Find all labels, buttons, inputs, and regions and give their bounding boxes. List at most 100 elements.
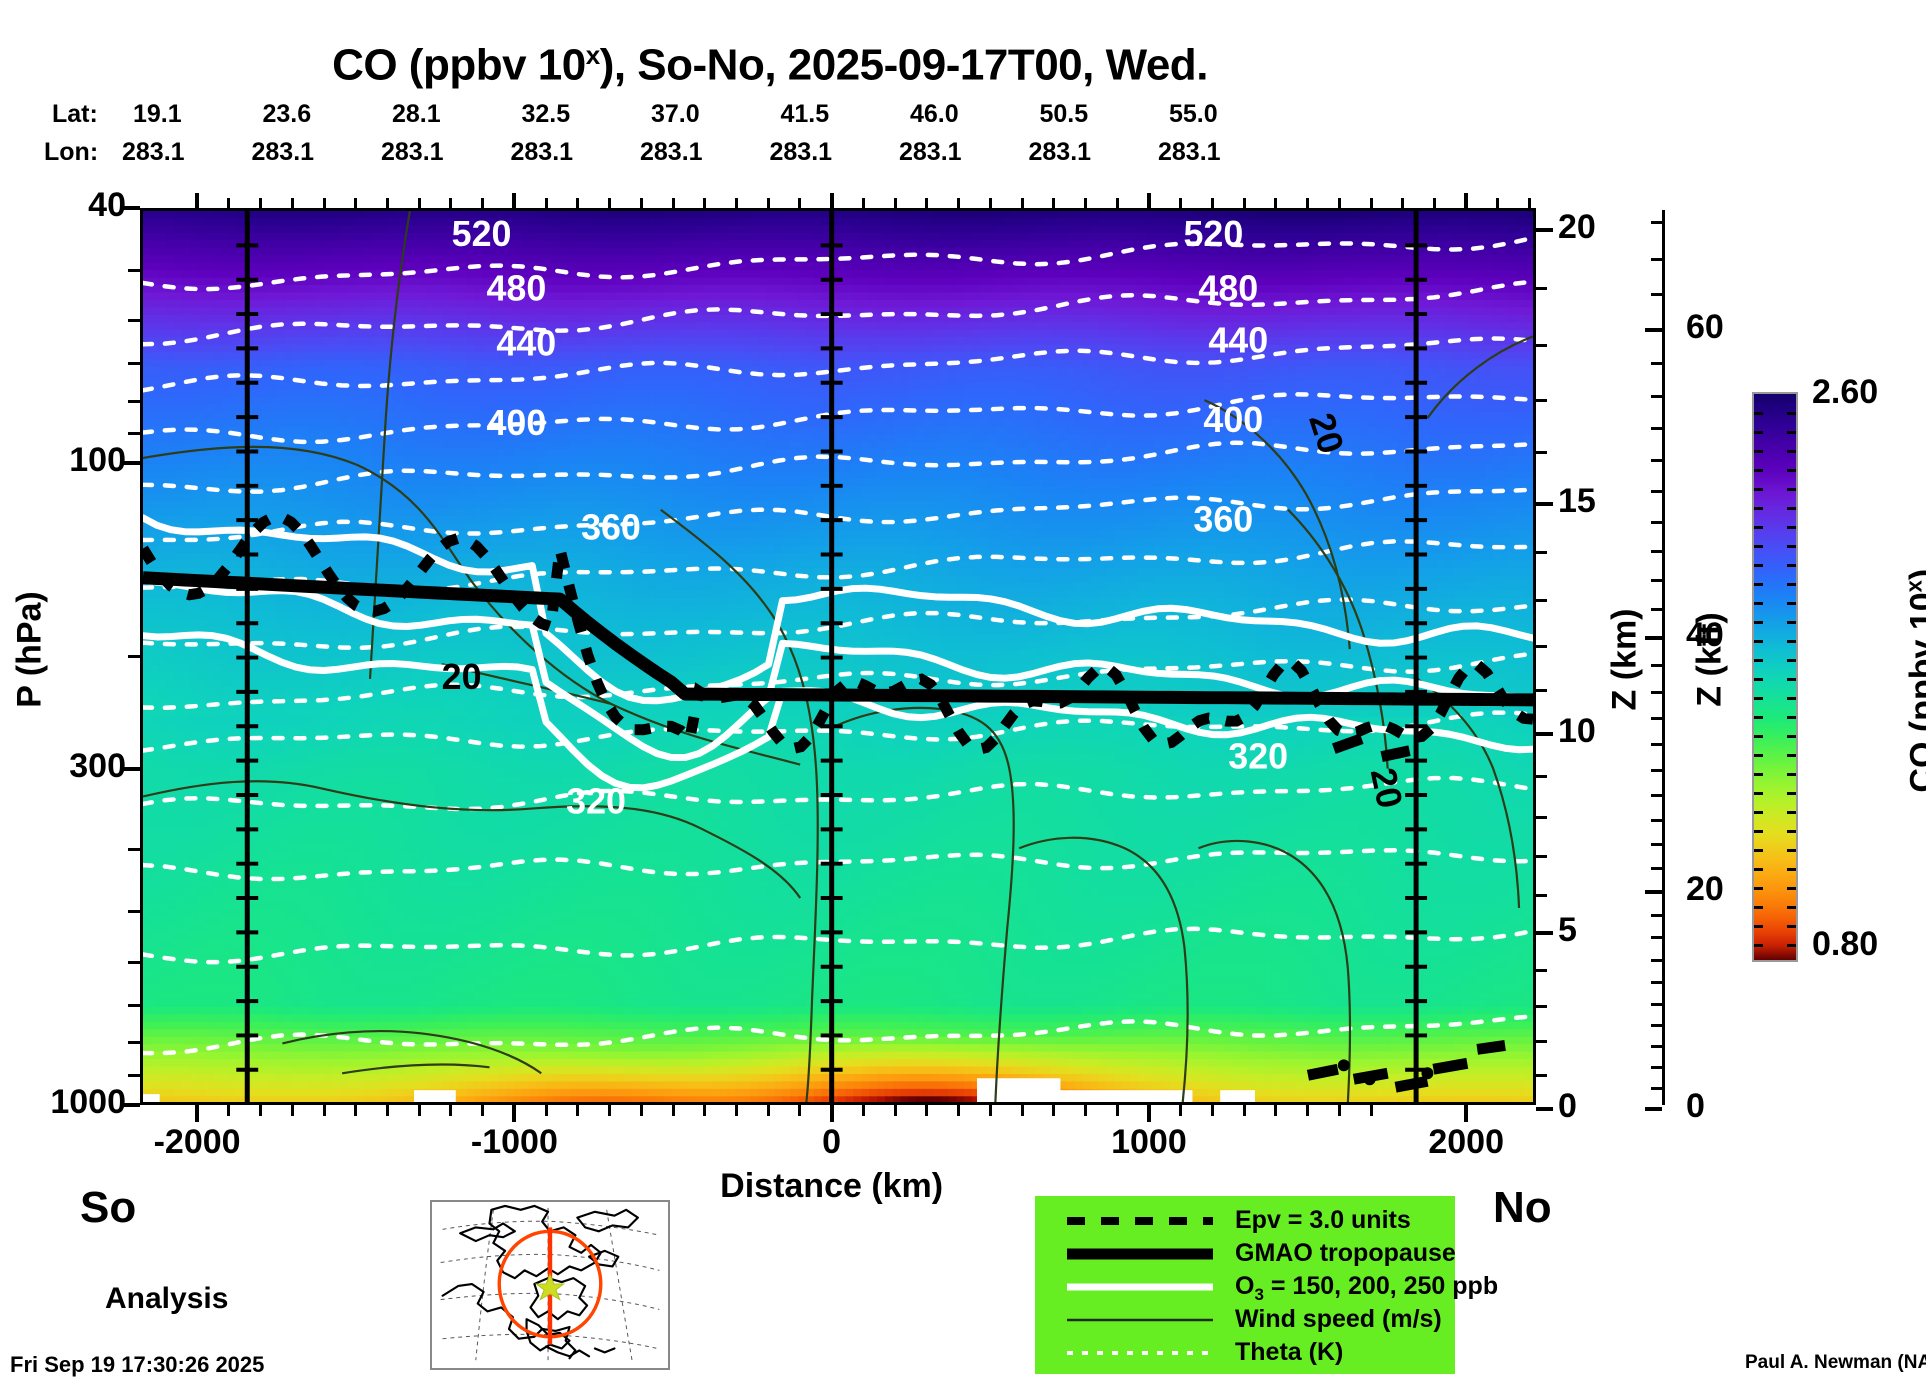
epv-dot-1 [1364, 1073, 1376, 1085]
x-top-tick [1401, 198, 1404, 208]
colorbar-min-label: 0.80 [1812, 925, 1878, 964]
y-right1-minor-tick [1536, 969, 1547, 972]
y-right1-major-tick [1536, 732, 1553, 736]
y-left-tick-100: 100 [0, 441, 126, 480]
x-top-tick [227, 198, 230, 208]
x-top-tick [323, 198, 326, 208]
colorbar-tick [1787, 716, 1796, 719]
y-right1-minor-tick [1536, 1005, 1547, 1008]
colorbar-tick [1754, 716, 1763, 719]
epv-dot-0 [1338, 1059, 1350, 1071]
x-top-tick [862, 198, 865, 208]
lat-value-3: 32.5 [522, 100, 571, 129]
x-minor-tick [323, 1105, 326, 1116]
analysis-label: Analysis [105, 1282, 228, 1316]
x-top-tick [1084, 198, 1087, 208]
y-right2-minor-tick [1651, 867, 1662, 870]
y-left-minor-tick [128, 961, 140, 964]
y-right2-minor-tick [1651, 936, 1662, 939]
y-left-minor-tick [128, 910, 140, 913]
theta-label-left-400: 400 [486, 403, 546, 443]
y-right1-minor-tick [1536, 399, 1547, 402]
colorbar-tick [1787, 469, 1796, 472]
x-minor-tick [735, 1105, 738, 1116]
theta-label-left-360: 360 [581, 508, 641, 548]
colorbar-tick [1787, 697, 1796, 700]
x-top-tick [1021, 198, 1024, 208]
page-title: CO (ppbv 10x), So-No, 2025-09-17T00, Wed… [0, 40, 1540, 91]
colorbar-tick [1754, 488, 1763, 491]
colorbar-tick [1754, 887, 1763, 890]
y-right1-minor-tick [1536, 1074, 1547, 1077]
colorbar-tick [1754, 678, 1763, 681]
title-rest: ), So-No, 2025-09-17T00, Wed. [600, 41, 1208, 90]
x-major-tick [1464, 1105, 1468, 1122]
terrain-mask [977, 1078, 1060, 1092]
colorbar [1752, 392, 1798, 962]
epv-fragment-4 [1477, 1045, 1505, 1049]
theta-label-right-360: 360 [1193, 500, 1253, 540]
colorbar-tick [1754, 412, 1763, 415]
lon-value-1: 283.1 [252, 138, 315, 167]
y-right2-minor-tick [1651, 550, 1662, 553]
colorbar-tick [1787, 906, 1796, 909]
x-top-tick [1464, 193, 1468, 208]
lon-value-6: 283.1 [899, 138, 962, 167]
y-left-major-tick [123, 206, 140, 210]
x-minor-tick [1338, 1105, 1341, 1116]
colorbar-tick [1754, 925, 1763, 928]
y-right1-minor-tick [1536, 855, 1547, 858]
y-right2-tick-0: 0 [1686, 1087, 1756, 1126]
title-superscript: x [586, 40, 600, 70]
x-top-tick [195, 193, 199, 208]
x-minor-tick [1211, 1105, 1214, 1116]
legend-item-0: Epv = 3.0 units [1035, 1206, 1455, 1241]
x-minor-tick [767, 1105, 770, 1116]
x-top-tick [640, 198, 643, 208]
x-top-tick [481, 198, 484, 208]
endpoint-label-north: No [1493, 1183, 1552, 1233]
colorbar-tick [1754, 906, 1763, 909]
lon-value-5: 283.1 [770, 138, 833, 167]
y-left-tick-40: 40 [0, 186, 126, 225]
lat-row: Lat: 19.1 23.6 28.1 32.5 37.0 41.5 46.0 50.5 55.0 [0, 100, 1926, 130]
x-minor-tick [386, 1105, 389, 1116]
legend-item-2: O3 = 150, 200, 250 ppb [1035, 1272, 1455, 1307]
x-top-tick [354, 198, 357, 208]
y-right2-axis-title: Z (kft) [1691, 560, 1730, 760]
x-top-tick [386, 198, 389, 208]
x-top-tick [449, 198, 452, 208]
colorbar-tick [1787, 412, 1796, 415]
x-tick--1000: -1000 [404, 1123, 624, 1162]
x-minor-tick [481, 1105, 484, 1116]
colorbar-tick [1754, 773, 1763, 776]
x-minor-tick [1179, 1105, 1182, 1116]
y-right2-minor-tick [1651, 959, 1662, 962]
y-left-major-tick [123, 461, 140, 465]
y-right1-minor-tick [1536, 1040, 1547, 1043]
x-minor-tick [259, 1105, 262, 1116]
colorbar-tick [1787, 526, 1796, 529]
legend-label-0: Epv = 3.0 units [1235, 1206, 1411, 1235]
legend-box: Epv = 3.0 units GMAO tropopause O3 = 150, … [1035, 1196, 1455, 1374]
y-right2-major-tick [1645, 1107, 1662, 1111]
y-right2-minor-tick [1651, 293, 1662, 296]
x-minor-tick [640, 1105, 643, 1116]
colorbar-tick [1754, 526, 1763, 529]
x-minor-tick [894, 1105, 897, 1116]
colorbar-tick [1754, 659, 1763, 662]
colorbar-tick [1787, 545, 1796, 548]
x-minor-tick [957, 1105, 960, 1116]
lat-value-1: 23.6 [263, 100, 312, 129]
y-right1-tick-5: 5 [1558, 911, 1618, 950]
x-major-tick [512, 1105, 516, 1122]
x-minor-tick [989, 1105, 992, 1116]
title-main: CO (ppbv 10 [332, 41, 586, 90]
colorbar-tick [1754, 792, 1763, 795]
colorbar-tick [1787, 621, 1796, 624]
x-top-tick [703, 198, 706, 208]
y-left-tick-1000: 1000 [0, 1083, 126, 1122]
x-top-tick [259, 198, 262, 208]
terrain-mask [414, 1090, 456, 1104]
x-top-tick [1306, 198, 1309, 208]
